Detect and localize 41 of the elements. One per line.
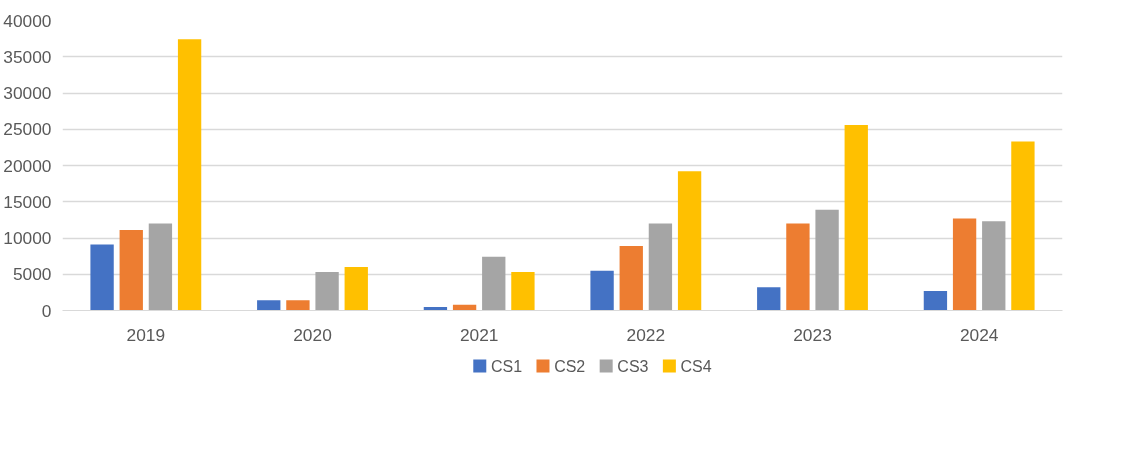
bar xyxy=(815,209,839,311)
legend-label: CS1 xyxy=(490,357,523,375)
bar xyxy=(482,256,506,311)
bar xyxy=(1011,141,1035,311)
bar xyxy=(590,270,614,311)
x-tick-label: 2021 xyxy=(459,324,499,345)
bar xyxy=(648,223,673,311)
y-tick-label: 0 xyxy=(41,300,52,321)
y-tick-label: 10000 xyxy=(3,228,52,248)
bar xyxy=(315,272,339,311)
bar xyxy=(344,267,368,311)
y-tick-label: 25000 xyxy=(3,119,52,140)
bar xyxy=(786,223,810,311)
bar xyxy=(90,244,114,311)
y-tick-label: 30000 xyxy=(3,83,52,103)
bar xyxy=(148,223,173,311)
x-tick-label: 2024 xyxy=(959,324,999,345)
bar xyxy=(757,287,781,311)
bar xyxy=(511,272,535,311)
x-tick-label: 2022 xyxy=(626,324,666,345)
bar xyxy=(119,230,143,311)
bar xyxy=(257,300,281,311)
x-tick-label: 2023 xyxy=(793,324,832,345)
bar xyxy=(286,300,310,311)
bar xyxy=(619,245,643,311)
y-tick-label: 20000 xyxy=(3,155,52,176)
bar xyxy=(844,124,868,311)
bar xyxy=(177,39,202,311)
legend-label: CS4 xyxy=(680,357,712,375)
y-tick-label: 15000 xyxy=(3,191,52,212)
y-tick-label: 40000 xyxy=(3,10,52,31)
bar xyxy=(923,290,948,311)
y-tick-label: 5000 xyxy=(12,264,52,285)
legend-label: CS2 xyxy=(554,357,586,375)
y-tick-label: 35000 xyxy=(3,46,52,67)
bar xyxy=(677,171,702,311)
bar xyxy=(982,221,1006,311)
x-tick-label: 2019 xyxy=(126,324,166,345)
x-tick-label: 2020 xyxy=(293,324,332,345)
bar xyxy=(952,218,977,311)
legend-label: CS3 xyxy=(617,357,649,375)
